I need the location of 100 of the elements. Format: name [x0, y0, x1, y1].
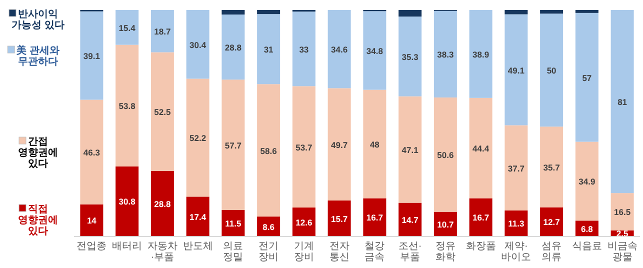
x-tick-label: 전자통신: [329, 241, 350, 263]
bar: [575, 142, 598, 221]
data-label: 46.3: [83, 148, 100, 158]
data-label: 12.6: [296, 217, 312, 228]
data-label: 15.7: [331, 214, 348, 224]
data-label: 16.5: [614, 207, 631, 218]
legend-label: 美 관세와 무관하다: [16, 44, 60, 68]
data-label: 48: [370, 140, 380, 150]
data-label: 49.1: [508, 65, 525, 76]
data-label: 8.6: [262, 222, 275, 232]
data-label: 14: [86, 216, 97, 226]
legend-label: 반사이익 가능성 있다: [12, 9, 64, 31]
x-tick-label: 식음료: [572, 241, 602, 252]
bar: [363, 198, 386, 236]
bar: [116, 44, 139, 166]
data-label: 38.3: [437, 50, 454, 60]
data-label: 17.4: [190, 212, 206, 222]
bar: [328, 88, 351, 201]
x-tick-label: 정유화학: [435, 241, 456, 263]
data-label: 37.7: [508, 163, 525, 174]
bar: [540, 10, 564, 14]
bar: [575, 12, 598, 142]
data-label: 12.7: [543, 217, 560, 228]
data-label: 35.3: [402, 52, 419, 62]
x-tick-label: 제약·바이오: [501, 241, 532, 263]
data-label: 38.9: [472, 49, 490, 60]
bar: [257, 10, 280, 14]
data-label: 33: [299, 44, 309, 54]
bar: [116, 10, 139, 45]
data-label: 49.7: [331, 140, 348, 150]
bar: [398, 202, 422, 236]
x-tick-label: 철강금속: [364, 241, 385, 263]
bar: [363, 11, 386, 90]
data-label: 11.3: [508, 218, 524, 229]
data-label: 39.1: [83, 51, 100, 62]
bar: [398, 96, 422, 203]
bar: [186, 10, 210, 79]
bar: [504, 210, 528, 236]
data-label: 14.7: [402, 214, 419, 225]
data-label: 57: [582, 72, 592, 83]
legend-label: 간접 영향권에 있다: [18, 136, 58, 170]
data-label: 34.9: [578, 176, 596, 187]
data-label: 81: [618, 97, 628, 108]
data-label: 30.8: [118, 196, 136, 207]
bar: [610, 193, 634, 230]
bar: [292, 86, 316, 208]
x-tick-label: 배터리: [112, 241, 142, 252]
bar: [150, 10, 174, 52]
data-label: 15.4: [118, 22, 136, 33]
data-label: 28.8: [154, 198, 171, 209]
bar: [469, 10, 492, 98]
bar: [222, 80, 245, 210]
bar: [116, 166, 139, 236]
bar: [504, 10, 528, 14]
data-label: 50.6: [437, 150, 454, 160]
data-label: 34.8: [366, 46, 384, 56]
bar: [257, 14, 280, 84]
data-label: 18.7: [154, 26, 171, 37]
data-label: 16.7: [472, 212, 490, 223]
bar: [469, 198, 492, 236]
bar: [540, 14, 564, 127]
x-tick-label: 전업종: [76, 241, 107, 252]
x-tick-label: 섬유의류: [542, 241, 562, 263]
x-tick-label: 전기장비: [258, 241, 279, 263]
bar: [398, 10, 422, 17]
data-label: 34.6: [331, 44, 348, 55]
bar: [80, 11, 104, 100]
data-label: 10.7: [437, 219, 454, 230]
data-label: 44.4: [472, 144, 490, 154]
x-tick-label: 화장품: [466, 241, 496, 252]
bar: [80, 100, 104, 204]
data-label: 31: [264, 44, 274, 55]
bar: [434, 97, 457, 212]
data-label: 50: [546, 66, 557, 76]
x-tick-label: 반도체: [182, 241, 213, 252]
bar: [186, 196, 210, 236]
x-tick-label: 기계장비: [294, 241, 314, 263]
data-label: 6.8: [581, 224, 594, 234]
data-label: 53.8: [118, 101, 136, 112]
bar: [540, 126, 564, 208]
data-label: 16.7: [366, 212, 384, 223]
data-label: 58.6: [260, 146, 278, 156]
x-tick-label: 조선·부품: [398, 241, 422, 263]
data-label: 2.5: [616, 228, 628, 239]
bar: [328, 10, 351, 88]
bar: [186, 78, 210, 197]
bar: [434, 10, 457, 98]
bar: [434, 212, 457, 236]
x-tick-label: 자동차·부품: [147, 241, 178, 263]
bar: [575, 10, 598, 13]
data-label: 57.7: [224, 140, 242, 150]
bar: [292, 12, 316, 86]
bar: [504, 14, 528, 126]
data-label: 52.5: [154, 107, 171, 118]
bar: [610, 10, 634, 194]
bar: [80, 204, 104, 236]
data-label: 53.7: [296, 142, 312, 152]
data-label: 52.2: [190, 133, 206, 144]
bar: [150, 52, 174, 171]
data-label: 11.5: [225, 218, 242, 229]
